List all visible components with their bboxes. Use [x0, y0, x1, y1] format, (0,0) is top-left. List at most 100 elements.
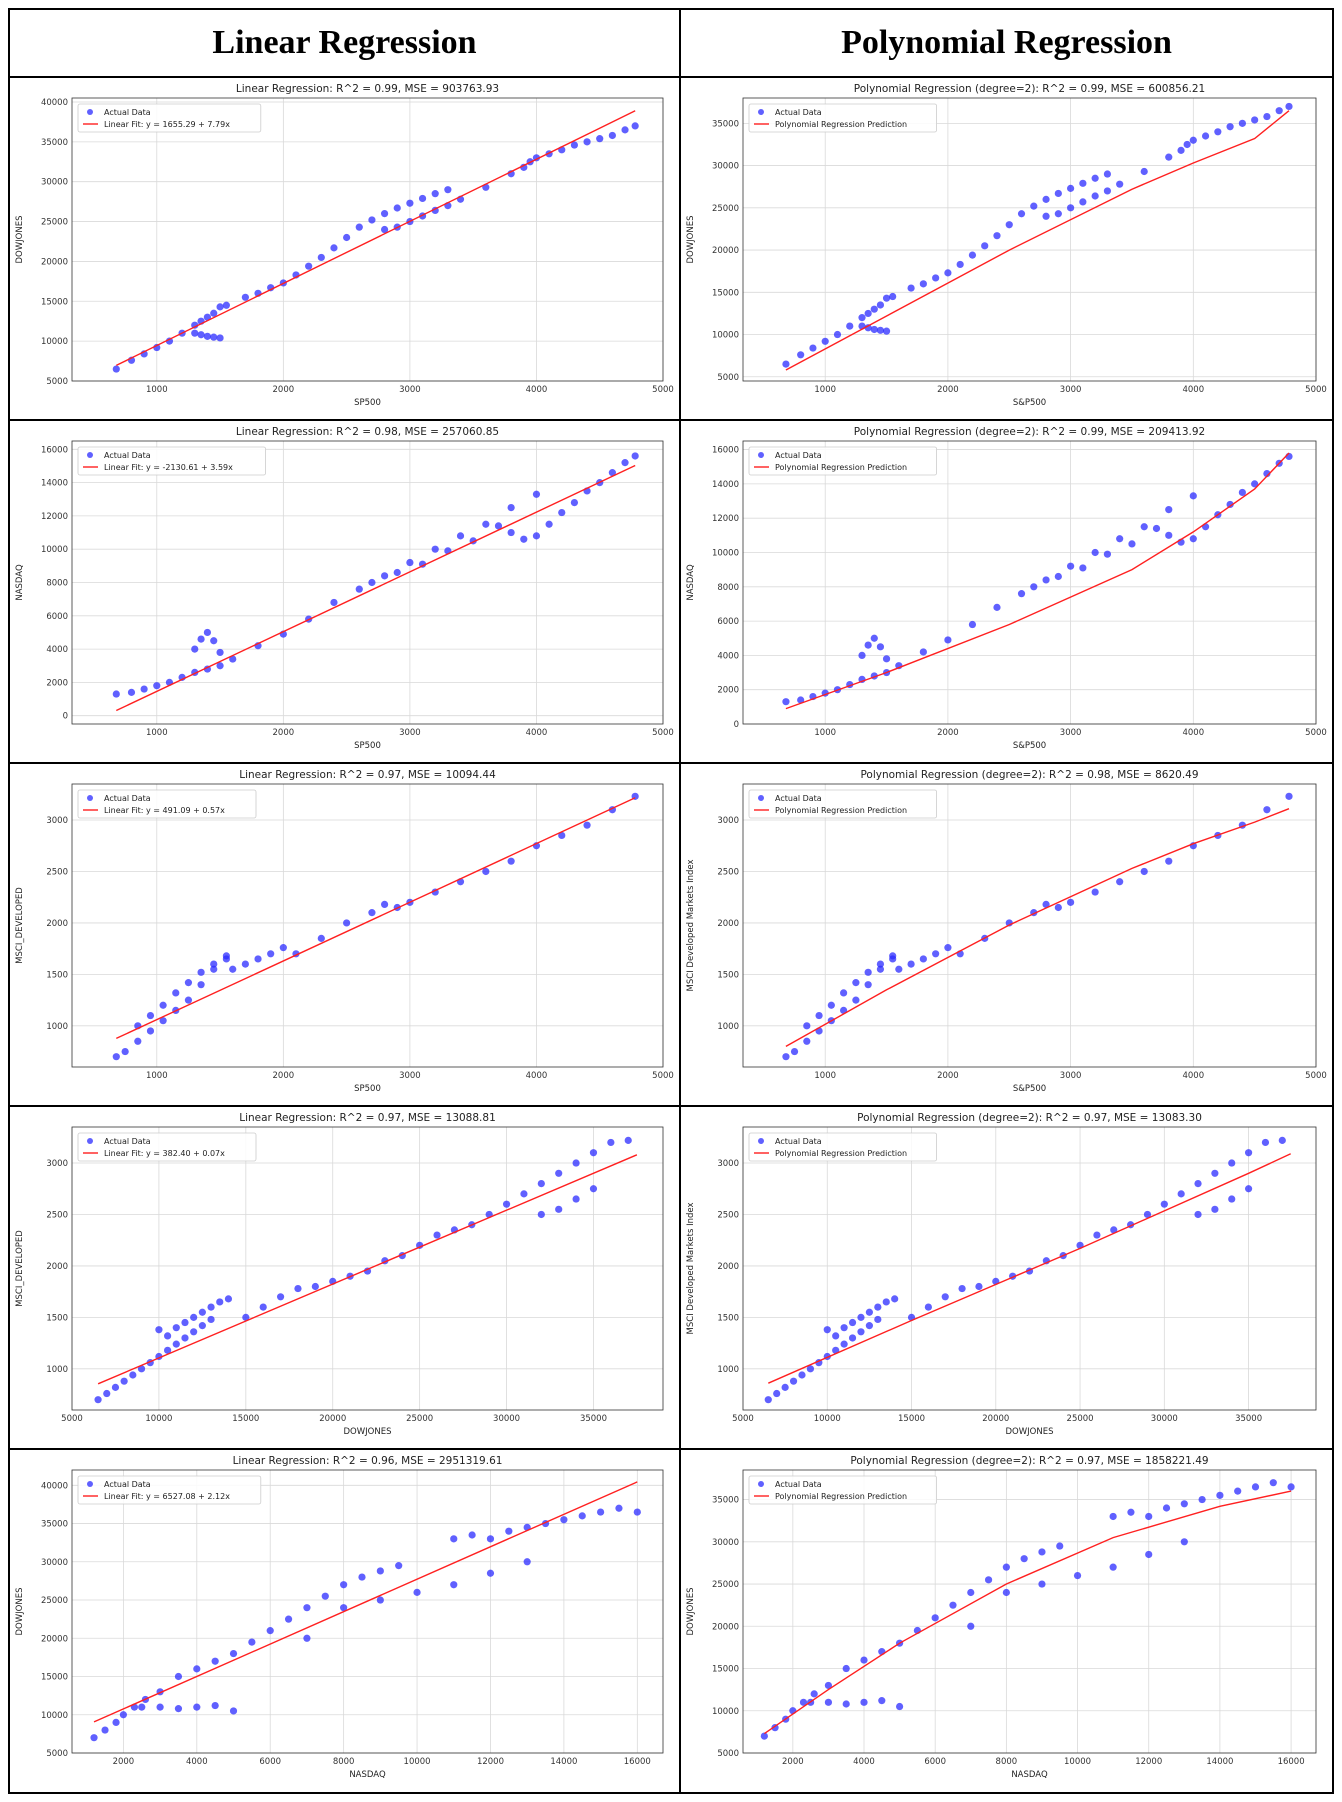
- data-point: [832, 1332, 840, 1340]
- data-point: [1110, 1226, 1118, 1234]
- data-point: [1180, 1500, 1188, 1508]
- data-point: [520, 1190, 528, 1198]
- data-point: [1165, 153, 1173, 161]
- y-tick-label: 2000: [717, 919, 739, 929]
- data-point: [984, 1576, 993, 1584]
- x-tick-label: 5000: [732, 1414, 754, 1424]
- data-point: [127, 688, 136, 696]
- data-point: [502, 1200, 511, 1208]
- data-point: [303, 1634, 311, 1642]
- data-point: [1103, 170, 1112, 178]
- x-tick-label: 16000: [1278, 1757, 1305, 1767]
- data-point: [1165, 531, 1173, 539]
- scatter-chart: Polynomial Regression (degree=2): R^2 = …: [686, 1112, 1317, 1437]
- data-point: [764, 1396, 772, 1404]
- data-point: [932, 950, 940, 958]
- data-point: [216, 303, 224, 311]
- data-point: [294, 1284, 302, 1293]
- legend-label-fit: Polynomial Regression Prediction: [775, 806, 907, 815]
- data-point: [444, 186, 452, 194]
- data-point: [1038, 1580, 1046, 1588]
- data-point: [241, 293, 249, 301]
- data-point: [1020, 1555, 1028, 1563]
- data-point: [864, 309, 872, 318]
- y-tick-label: 35000: [41, 1520, 68, 1530]
- x-tick-label: 12000: [477, 1757, 504, 1767]
- data-point: [146, 1011, 155, 1020]
- x-tick-label: 15000: [232, 1414, 259, 1424]
- data-point: [1030, 202, 1038, 210]
- chart-title: Linear Regression: R^2 = 0.99, MSE = 903…: [236, 83, 499, 95]
- data-point: [418, 194, 427, 203]
- row-divider: [10, 762, 1332, 764]
- data-point: [111, 1383, 120, 1391]
- fit-line: [97, 1154, 638, 1385]
- y-tick-label: 8000: [717, 583, 739, 593]
- data-point: [1211, 1169, 1219, 1177]
- data-point: [1140, 167, 1148, 176]
- data-point: [450, 1535, 458, 1543]
- data-point: [210, 637, 218, 645]
- data-point: [216, 662, 224, 670]
- x-tick-label: 14000: [550, 1757, 577, 1767]
- data-point: [944, 636, 952, 644]
- data-point: [852, 979, 860, 987]
- data-point: [197, 635, 205, 643]
- chart-cell: Polynomial Regression (degree=2): R^2 = …: [681, 764, 1332, 1105]
- y-tick-label: 5000: [717, 1749, 739, 1759]
- data-point: [956, 260, 964, 269]
- scatter-chart: Polynomial Regression (degree=2): R^2 = …: [686, 769, 1327, 1094]
- data-point: [919, 280, 927, 288]
- legend-marker-data: [87, 452, 93, 458]
- data-point: [395, 1562, 403, 1570]
- y-tick-label: 30000: [712, 1538, 739, 1548]
- data-point: [482, 520, 490, 528]
- chart-title: Polynomial Regression (degree=2): R^2 = …: [854, 83, 1205, 95]
- chart-cell: Polynomial Regression (degree=2): R^2 = …: [681, 78, 1332, 419]
- data-point: [211, 1701, 219, 1710]
- legend-box: [77, 103, 262, 133]
- data-point: [1269, 1479, 1277, 1487]
- x-tick-label: 3000: [399, 1071, 421, 1081]
- legend-label-fit: Polynomial Regression Prediction: [775, 463, 907, 472]
- data-point: [1103, 550, 1112, 558]
- y-tick-label: 15000: [41, 297, 68, 307]
- x-tick-label: 3000: [1060, 728, 1082, 738]
- y-tick-label: 1500: [46, 970, 68, 980]
- x-tick-label: 1000: [146, 1071, 168, 1081]
- data-point: [1263, 469, 1271, 478]
- data-point: [944, 944, 952, 952]
- y-tick-label: 1000: [717, 1365, 739, 1375]
- y-axis-label: MSCI_DEVELOPED: [15, 1230, 25, 1307]
- data-point: [254, 955, 262, 963]
- data-point: [555, 1205, 563, 1213]
- data-point: [1226, 123, 1234, 131]
- data-point: [224, 1295, 233, 1303]
- data-point: [941, 1293, 949, 1301]
- data-point: [210, 333, 218, 341]
- data-point: [1194, 1210, 1202, 1219]
- data-point: [1109, 1512, 1117, 1521]
- data-point: [1261, 1138, 1270, 1147]
- y-tick-label: 6000: [717, 617, 739, 627]
- chart-title: Linear Regression: R^2 = 0.96, MSE = 295…: [233, 1455, 503, 1467]
- data-point: [1079, 564, 1087, 572]
- data-point: [1073, 1571, 1082, 1580]
- data-point: [368, 578, 376, 587]
- x-tick-label: 4000: [853, 1757, 875, 1767]
- data-point: [159, 1017, 167, 1025]
- y-tick-label: 10000: [41, 545, 68, 555]
- data-point: [90, 1734, 98, 1742]
- data-point: [1067, 562, 1075, 570]
- data-point: [860, 1656, 868, 1664]
- scatter-chart: Polynomial Regression (degree=2): R^2 = …: [686, 83, 1327, 408]
- y-tick-label: 25000: [712, 1580, 739, 1590]
- data-point: [156, 1703, 164, 1711]
- y-tick-label: 10000: [41, 337, 68, 347]
- data-point: [842, 1700, 850, 1708]
- chart-title: Linear Regression: R^2 = 0.97, MSE = 130…: [239, 1112, 496, 1124]
- y-axis-label: NASDAQ: [15, 564, 25, 601]
- y-tick-label: 10000: [712, 548, 739, 558]
- data-point: [279, 944, 287, 952]
- x-tick-label: 14000: [1206, 1757, 1233, 1767]
